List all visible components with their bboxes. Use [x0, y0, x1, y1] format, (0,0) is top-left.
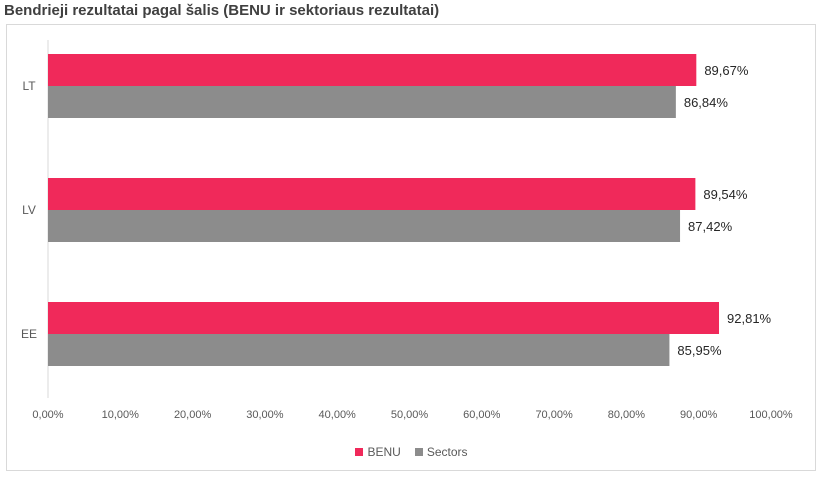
bar-benu-ee[interactable]: [48, 302, 720, 334]
legend-item-benu[interactable]: BENU: [355, 445, 401, 459]
bar-sectors-lt[interactable]: [48, 86, 676, 118]
x-tick-label: 90,00%: [680, 409, 718, 421]
legend-item-sectors[interactable]: Sectors: [414, 445, 468, 459]
x-tick-label: 70,00%: [535, 409, 573, 421]
data-label-sectors-lt: 86,84%: [684, 95, 729, 110]
x-tick-label: 100,00%: [749, 409, 793, 421]
category-label-lt: LT: [22, 79, 36, 93]
bar-sectors-lv[interactable]: [48, 210, 681, 242]
category-label-ee: EE: [21, 327, 37, 341]
x-tick-label: 30,00%: [246, 409, 284, 421]
legend-label-benu: BENU: [367, 445, 401, 459]
x-tick-label: 50,00%: [391, 409, 429, 421]
x-tick-label: 20,00%: [174, 409, 212, 421]
bar-benu-lv[interactable]: [48, 178, 696, 210]
x-tick-label: 10,00%: [102, 409, 140, 421]
legend: BENU Sectors: [0, 445, 823, 459]
chart-title: Bendrieji rezultatai pagal šalis (BENU i…: [4, 2, 440, 19]
data-label-benu-lt: 89,67%: [704, 63, 749, 78]
category-label-lv: LV: [22, 203, 36, 217]
x-tick-label: 60,00%: [463, 409, 501, 421]
axis-layer: 0,00% 10,00% 20,00% 30,00% 40,00% 50,00% 60,00…: [21, 40, 793, 421]
data-label-sectors-ee: 85,95%: [677, 343, 722, 358]
bar-sectors-ee[interactable]: [48, 334, 670, 366]
labels-layer: 89,67% 89,54% 92,81% 86,84% 87,42% 85,95%: [677, 63, 771, 358]
data-label-sectors-lv: 87,42%: [688, 219, 733, 234]
x-tick-label: 40,00%: [319, 409, 357, 421]
data-label-benu-lv: 89,54%: [703, 187, 748, 202]
bar-benu-lt[interactable]: [48, 54, 697, 86]
x-tick-label: 0,00%: [32, 409, 63, 421]
legend-swatch-sectors: [414, 448, 423, 456]
data-label-benu-ee: 92,81%: [727, 311, 772, 326]
bars-layer: [48, 54, 720, 366]
legend-label-sectors: Sectors: [426, 445, 468, 459]
x-tick-label: 80,00%: [608, 409, 646, 421]
legend-swatch-benu: [355, 448, 364, 456]
